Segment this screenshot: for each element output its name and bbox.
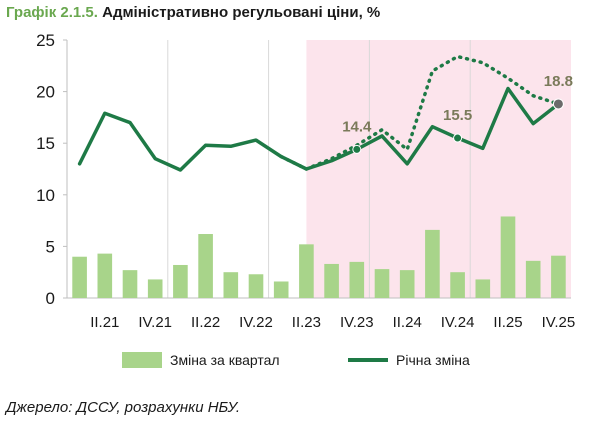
x-tick-label: IV.24	[441, 314, 475, 331]
data-label: 14.4	[342, 118, 372, 135]
legend-item-line: Річна зміна	[348, 352, 470, 368]
x-tick-label: IV.23	[340, 314, 374, 331]
bar	[349, 261, 365, 298]
data-point-marker	[552, 98, 564, 110]
data-point-marker	[352, 144, 362, 154]
bar	[97, 253, 113, 298]
bar	[399, 270, 415, 298]
data-point-marker	[453, 133, 463, 143]
chart-title-text: Адміністративно регульовані ціни, %	[97, 4, 381, 21]
legend-line-label: Річна зміна	[396, 352, 470, 368]
legend-line-swatch	[348, 358, 388, 362]
y-tick-label: 15	[36, 134, 55, 153]
x-tick-label: II.24	[393, 314, 422, 331]
bar	[425, 229, 440, 298]
bar	[450, 272, 465, 298]
bar	[72, 256, 87, 298]
bar	[248, 274, 264, 298]
bar	[173, 264, 188, 298]
source-note: Джерело: ДССУ, розрахунки НБУ.	[6, 399, 241, 416]
legend: Зміна за квартал Річна зміна	[0, 352, 600, 376]
bar	[122, 270, 138, 298]
chart-title-number: Графік 2.1.5.	[6, 4, 98, 21]
chart-title: Графік 2.1.5. Адміністративно регульован…	[6, 4, 380, 21]
x-tick-label: IV.21	[138, 314, 172, 331]
y-tick-label: 10	[36, 186, 55, 205]
data-label: 15.5	[443, 107, 472, 124]
annual-change-line	[77, 86, 561, 172]
bar	[324, 263, 339, 298]
bar	[299, 244, 314, 298]
bar	[223, 272, 239, 298]
x-tick-label: II.21	[90, 314, 119, 331]
legend-item-bars: Зміна за квартал	[122, 352, 280, 368]
bar	[198, 234, 213, 298]
x-tick-label: II.22	[191, 314, 220, 331]
data-label: 18.8	[544, 73, 573, 90]
x-tick-label: IV.22	[239, 314, 273, 331]
chart: 0 5 10 15 20 25 II.21 IV.21 II.22 IV.22 II.23 IV.23…	[36, 31, 576, 331]
bar	[525, 260, 541, 298]
legend-bar-label: Зміна за квартал	[170, 352, 280, 368]
x-tick-label: II.25	[493, 314, 522, 331]
bar	[147, 279, 163, 298]
bar	[500, 216, 516, 298]
y-tick-label: 20	[36, 83, 55, 102]
bar	[475, 279, 491, 298]
bar	[374, 269, 390, 298]
y-tick-label: 0	[46, 289, 55, 308]
x-tick-label: IV.25	[542, 314, 576, 331]
y-tick-label: 25	[36, 31, 55, 50]
legend-bar-swatch	[122, 352, 162, 368]
bar	[551, 255, 566, 298]
y-tick-label: 5	[46, 237, 55, 256]
x-tick-label: II.23	[292, 314, 321, 331]
bar	[273, 281, 289, 298]
